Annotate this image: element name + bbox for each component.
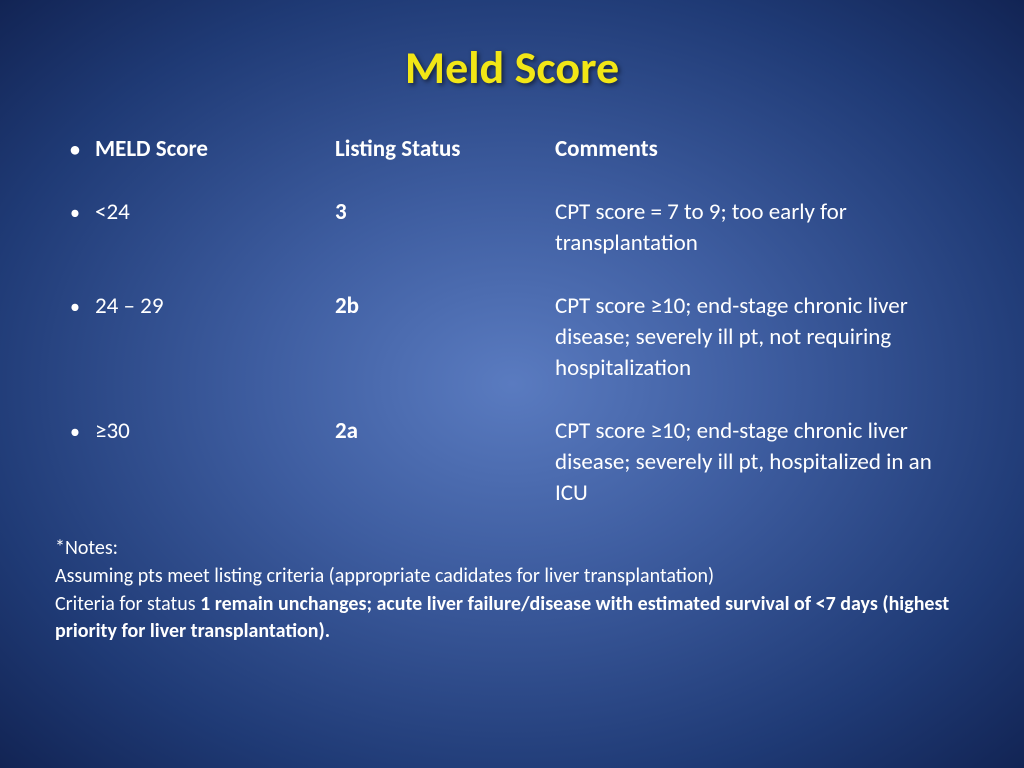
cell-status: 3	[335, 197, 555, 228]
table-header-row: • MELD Score Listing Status Comments	[55, 134, 969, 165]
cell-score: ≥30	[95, 416, 335, 447]
cell-score: <24	[95, 197, 335, 228]
cell-comments: CPT score ≥10; end-stage chronic liver d…	[555, 291, 969, 384]
cell-comments: CPT score ≥10; end-stage chronic liver d…	[555, 416, 969, 509]
bullet-icon: •	[55, 291, 95, 321]
slide-content: • MELD Score Listing Status Comments • <…	[55, 134, 969, 645]
cell-score: 24 – 29	[95, 291, 335, 322]
cell-status: 2b	[335, 291, 555, 322]
header-score: MELD Score	[95, 134, 335, 165]
notes-assumption: Assuming pts meet listing criteria (appr…	[55, 563, 969, 590]
header-status: Listing Status	[335, 134, 555, 165]
table-row: • 24 – 29 2b CPT score ≥10; end-stage ch…	[55, 291, 969, 384]
notes-criteria: Criteria for status 1 remain unchanges; …	[55, 591, 969, 645]
bullet-icon: •	[55, 134, 95, 164]
bullet-icon: •	[55, 197, 95, 227]
slide: Meld Score • MELD Score Listing Status C…	[0, 0, 1024, 768]
table-row: • ≥30 2a CPT score ≥10; end-stage chroni…	[55, 416, 969, 509]
table-row: • <24 3 CPT score = 7 to 9; too early fo…	[55, 197, 969, 259]
header-comments: Comments	[555, 134, 969, 165]
notes-block: *Notes: Assuming pts meet listing criter…	[55, 535, 969, 645]
cell-status: 2a	[335, 416, 555, 447]
cell-comments: CPT score = 7 to 9; too early for transp…	[555, 197, 969, 259]
slide-title: Meld Score	[55, 40, 969, 96]
notes-label: *Notes:	[55, 535, 969, 562]
bullet-icon: •	[55, 416, 95, 446]
notes-criteria-prefix: Criteria for status	[55, 592, 200, 616]
